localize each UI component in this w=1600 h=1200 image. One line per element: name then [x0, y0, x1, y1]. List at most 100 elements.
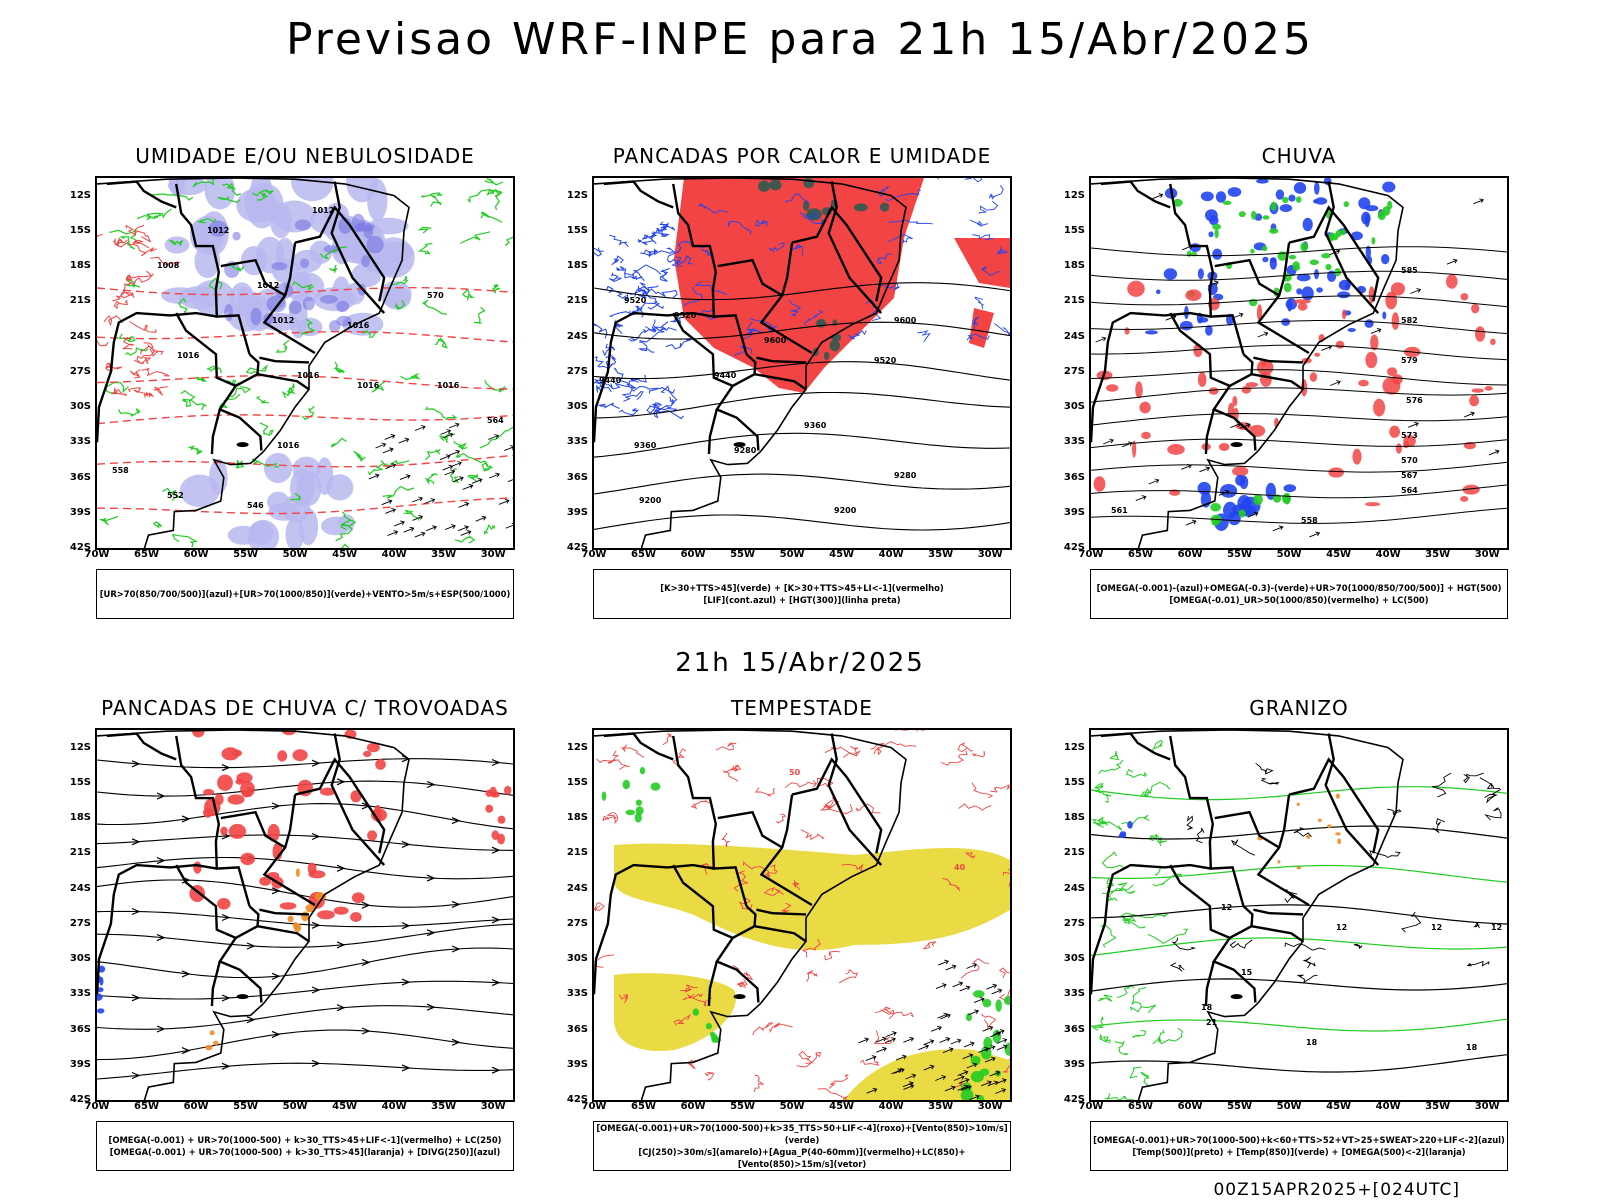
map-panel — [95, 728, 515, 1102]
temp500-contour — [1353, 943, 1363, 950]
streamline-arrow — [311, 1059, 321, 1067]
thunderstorm-area — [491, 830, 500, 840]
rain-red-area — [1245, 382, 1259, 388]
humidity-contour — [454, 535, 476, 544]
thunderstorm-area — [333, 906, 349, 915]
rain-area — [1212, 223, 1221, 230]
contour-label: 12 — [1221, 903, 1232, 912]
longitude-label: 70W — [84, 549, 110, 560]
contour-label: 9600 — [764, 336, 787, 345]
lif-contour — [607, 382, 631, 390]
omega-area — [1197, 268, 1204, 280]
wind-850-area — [982, 998, 992, 1008]
humidity-area — [204, 178, 236, 210]
state-border — [1091, 311, 1211, 443]
rain-red-area — [1462, 484, 1480, 495]
contour-label: 18 — [1306, 1038, 1318, 1047]
geopotential-line — [1091, 507, 1507, 524]
water-contour — [682, 996, 713, 1007]
humidity-contour — [453, 440, 468, 450]
water-contour — [843, 745, 859, 759]
wind-vector — [1370, 327, 1382, 334]
wind-vector — [963, 1041, 975, 1048]
thickness-line — [97, 374, 513, 390]
longitude-label: 65W — [631, 1101, 656, 1112]
wind-vector — [442, 432, 454, 439]
temp850-contour — [1104, 1095, 1134, 1100]
state-border — [259, 908, 310, 916]
contour-label: 9520 — [874, 356, 897, 365]
humidity-contour — [187, 445, 203, 455]
lif-contour — [659, 221, 669, 232]
rain-area — [1250, 248, 1255, 254]
humidity-core — [224, 303, 233, 322]
weak-storm-area — [213, 1040, 219, 1046]
wind-vector — [923, 1064, 935, 1071]
wind-850-area — [983, 1036, 993, 1051]
longitude-label: 50W — [1276, 549, 1302, 560]
latitude-label: 36S — [1063, 1023, 1085, 1035]
wind-vector — [935, 983, 947, 990]
lif-contour — [734, 346, 752, 357]
state-border — [1169, 735, 1245, 907]
humidity-core — [329, 320, 341, 333]
state-border — [1253, 908, 1304, 916]
geopotential-line — [594, 514, 1010, 531]
state-border — [594, 863, 714, 995]
wind-vector — [858, 1037, 870, 1044]
latitude-label: 36S — [69, 471, 91, 483]
longitude-label: 55W — [233, 549, 259, 560]
wind-vector — [865, 1055, 877, 1062]
water-contour — [607, 750, 619, 764]
temp850-contour — [1139, 788, 1152, 798]
longitude-label: 55W — [233, 1101, 259, 1112]
wind-vector — [1103, 438, 1114, 445]
thickness-contour — [97, 340, 109, 347]
streamline-arrow — [221, 764, 231, 772]
wind-vector — [458, 501, 470, 508]
geopotential-line — [594, 432, 1010, 458]
geopotential-line — [1091, 387, 1507, 403]
wind-vector — [902, 1081, 914, 1088]
thickness-line — [97, 454, 513, 468]
thickness-contour — [113, 300, 128, 310]
humidity-contour — [418, 242, 433, 255]
wind-vector — [1148, 478, 1160, 485]
humidity-core — [355, 222, 375, 232]
wind-vector — [444, 524, 456, 531]
thickness-contour — [122, 336, 134, 350]
latitude-label: 24S — [1063, 330, 1085, 342]
humidity-contour — [438, 433, 455, 444]
lif-contour — [791, 244, 804, 256]
water-contour — [594, 902, 605, 912]
wind-850-area — [1004, 1042, 1010, 1056]
humidity-core — [288, 300, 302, 315]
humidity-area — [247, 519, 280, 548]
state-border — [97, 863, 217, 995]
rain-red-area — [1197, 372, 1207, 388]
humidity-area — [379, 280, 412, 308]
rain-area — [1214, 228, 1219, 239]
contour-label: 552 — [167, 491, 184, 500]
rain-red-area — [1167, 444, 1185, 455]
humidity-area — [291, 178, 334, 202]
lif-contour — [649, 402, 678, 413]
rain-red-area — [1297, 302, 1308, 311]
state-border — [672, 183, 748, 355]
temp850-contour — [1114, 1040, 1129, 1056]
longitude-label: 50W — [779, 1101, 805, 1112]
longitude-label: 30W — [1474, 549, 1500, 560]
map-plot: 585 582 579 576 573 570 567 564 561 558 — [1091, 178, 1507, 548]
longitude-label: 60W — [1177, 549, 1203, 560]
thunderstorm-area — [489, 786, 497, 797]
latitude-label: 21S — [1063, 847, 1085, 859]
omega-area — [1262, 256, 1269, 263]
lif-contour — [623, 391, 644, 402]
humidity-area — [264, 452, 293, 484]
temperature-line — [1091, 1054, 1507, 1073]
wind-850-area — [705, 1023, 712, 1030]
wind-850-area — [709, 1031, 716, 1037]
legend-text: [OMEGA(-0.001)+UR>70(1000-500)+k<60+TTS>… — [1093, 1135, 1505, 1145]
lif-contour — [847, 330, 867, 340]
